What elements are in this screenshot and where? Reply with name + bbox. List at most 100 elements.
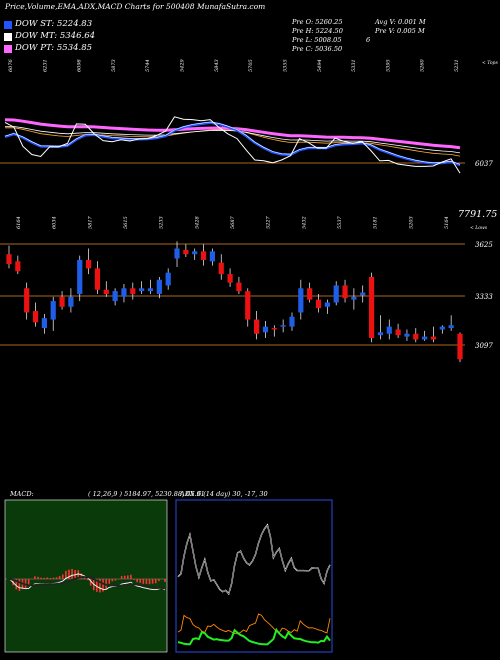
candle-body [85, 259, 92, 269]
candle-body [165, 272, 171, 286]
prev-low: Pre L: 5008.05 [292, 36, 342, 44]
low-label: 5537 [337, 215, 343, 229]
macd-signal-line [6, 576, 166, 590]
candle-body [32, 311, 39, 323]
low-label: 5615 [123, 216, 129, 229]
candle-body [404, 333, 410, 337]
ema-panel: 6076 6231 6098 5873 5744 5429 5843 5705 5355 5494… [0, 58, 498, 231]
candle-level-label-2: 3333 [475, 293, 493, 301]
low-label: 5428 [194, 216, 200, 229]
adx-plus-di-line [177, 627, 331, 646]
candle-body [68, 296, 74, 307]
low-label: 5687 [230, 215, 236, 229]
candle-body [103, 289, 109, 294]
candle-body [324, 302, 330, 307]
top-label: 5395 [385, 59, 391, 72]
top-label: 5843 [214, 59, 220, 72]
candle-body [422, 336, 428, 340]
candle-body [307, 288, 313, 300]
adx-label: ADX [179, 490, 195, 498]
candle-body [413, 333, 419, 340]
prev-high: Pre H: 5224.50 [292, 27, 343, 35]
candle-body [254, 319, 260, 334]
candle-body [448, 325, 454, 329]
candle-body [41, 318, 47, 329]
candle-body [200, 251, 207, 260]
top-label: 5873 [111, 59, 117, 72]
low-label: 5227 [266, 215, 272, 229]
candle-body [395, 329, 401, 336]
macd-values: ( 12,26,9 ) 5184.97, 5230.88, 65.91 [88, 490, 205, 498]
legend-label-st: DOW ST: 5224.83 [15, 19, 93, 29]
candle-body [236, 282, 242, 292]
prev-close: Pre C: 5036.50 [292, 45, 343, 53]
candle-body [368, 276, 375, 339]
top-label: 6076 [8, 58, 14, 72]
adx-values: 6 (14 day) 30, -17, 30 [197, 490, 268, 498]
candle-body [298, 288, 304, 313]
avg-volume: Avg V: 0.001 M [375, 18, 426, 26]
candle-body [262, 326, 269, 333]
top-label: 5429 [180, 58, 186, 72]
candle-body [245, 291, 251, 320]
legend-swatch-st [4, 21, 12, 29]
low-label: 5203 [408, 216, 414, 229]
candle-body [183, 249, 189, 255]
legend-label-mt: DOW MT: 5346.64 [15, 31, 96, 41]
candle-body [94, 268, 101, 290]
top-label: 5231 [454, 59, 460, 72]
candle-body [289, 316, 295, 327]
top-label: 5355 [282, 59, 288, 72]
top-label: 5260 [420, 58, 426, 72]
prev-open: Pre O: 5260.25 [292, 18, 343, 26]
value-label: 7791.75 [458, 209, 497, 220]
candle-body [360, 292, 366, 296]
top-label: 6098 [77, 59, 83, 72]
low-label: 6034 [52, 216, 58, 229]
candle-body [130, 288, 136, 294]
top-label: 5494 [317, 59, 323, 72]
candle-level-label-1: 3625 [475, 241, 493, 249]
candle-body [50, 301, 56, 320]
macd-plot-area [4, 499, 168, 653]
prev-low-extra: 6 [366, 36, 371, 44]
candle-body [192, 251, 198, 255]
candle-body [77, 259, 83, 294]
ema-level-label: 6037 [475, 160, 493, 168]
ema-st-edge-line [4, 121, 461, 165]
low-label: 5432 [301, 216, 307, 229]
candle-body [271, 328, 277, 330]
lows-label: < Lows [470, 225, 488, 231]
candle-body [121, 288, 127, 297]
low-label: 5181 [373, 216, 379, 229]
chart-title: Price,Volume,EMA,ADX,MACD Charts for 500… [5, 2, 266, 11]
candle-body [6, 254, 12, 265]
low-label: 6164 [16, 216, 22, 229]
candle-body [24, 288, 30, 313]
candle-body [439, 326, 445, 330]
candle-level-label-3: 3097 [475, 342, 493, 350]
low-label: 5164 [444, 216, 450, 229]
candle-body [377, 332, 384, 336]
candle-body [59, 296, 65, 307]
ema-st-line [4, 121, 461, 167]
candle-body [342, 285, 348, 299]
candle-body [333, 285, 339, 303]
ema-long-line-2 [4, 126, 461, 154]
macd-label: MACD: [9, 490, 34, 498]
tops-label: < Tops [482, 60, 498, 66]
candle-body [174, 248, 180, 259]
low-label: 5233 [159, 216, 165, 229]
candle-body [218, 262, 224, 275]
candle-body [280, 325, 286, 327]
candle-body [457, 333, 463, 360]
candle-body [227, 274, 233, 283]
candle-body [430, 336, 437, 340]
adx-panel: ADX 6 (14 day) 30, -17, 30 [175, 490, 333, 653]
prev-volume: Pre V: 0.005 M [375, 27, 425, 35]
price-line [4, 116, 461, 174]
legend-swatch-pt [4, 45, 12, 53]
candle-body [112, 291, 118, 302]
